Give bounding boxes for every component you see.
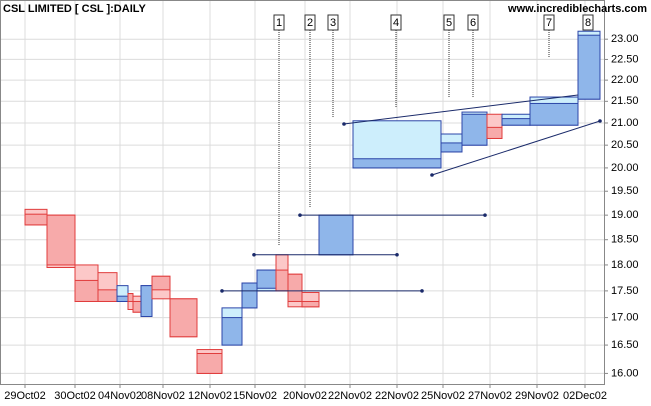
x-tick-label: 20Nov02 — [283, 390, 327, 402]
annotation-label: 4 — [393, 17, 399, 29]
x-tick-label: 08Nov02 — [141, 390, 185, 402]
x-tick-label: 04Nov02 — [98, 390, 142, 402]
body-box — [151, 275, 171, 291]
x-tick-label: 25Nov02 — [421, 390, 465, 402]
annotation-box — [390, 14, 402, 31]
body-box — [440, 142, 463, 153]
plot-border — [0, 0, 605, 385]
x-tick-label: 30Oct02 — [54, 390, 96, 402]
y-tick-label: 17.50 — [611, 285, 639, 297]
body-box — [196, 352, 223, 374]
annotation-label: 5 — [446, 17, 452, 29]
body-box — [501, 118, 531, 126]
x-tick-label: 02Dec02 — [563, 390, 607, 402]
body-box — [132, 300, 142, 313]
level-point — [395, 252, 399, 257]
annotation-label: 6 — [470, 17, 476, 29]
grid — [0, 0, 605, 385]
y-tick-label: 18.50 — [611, 234, 639, 246]
body-box — [74, 279, 99, 302]
plot-area — [0, 0, 605, 385]
x-tick-label: 22Nov02 — [375, 390, 419, 402]
y-tick-label: 21.00 — [611, 117, 639, 129]
trend-line — [343, 94, 579, 125]
annotation-label: 2 — [307, 17, 313, 29]
annotation-box — [304, 14, 316, 31]
y-tick-label: 16.00 — [611, 367, 639, 379]
body-box — [352, 158, 442, 169]
y-tick-label: 22.00 — [611, 74, 639, 86]
x-tick-label: 15Nov02 — [233, 390, 277, 402]
body-box — [529, 102, 579, 126]
level-point — [252, 252, 256, 257]
marks — [24, 30, 601, 374]
y-tick-label: 18.00 — [611, 259, 639, 271]
annotation-box — [443, 14, 455, 31]
annotation-box — [582, 14, 594, 31]
body-box — [241, 282, 258, 309]
annotation-box — [327, 14, 339, 31]
y-tick-label: 20.50 — [611, 139, 639, 151]
x-tick-label: 29Nov02 — [515, 390, 559, 402]
y-tick-label: 21.50 — [611, 95, 639, 107]
annotation-label: 7 — [546, 17, 552, 29]
body-box — [287, 273, 303, 302]
annotation-box — [273, 14, 285, 31]
source: www.incrediblecharts.com — [507, 3, 647, 15]
y-tick-label: 19.00 — [611, 209, 639, 221]
annotation-label: 1 — [276, 17, 282, 29]
body-box — [275, 269, 289, 292]
body-box — [46, 214, 76, 266]
y-tick-label: 20.00 — [611, 162, 639, 174]
body-box — [301, 300, 320, 308]
body-box — [169, 298, 198, 338]
body-box — [221, 317, 243, 346]
y-tick-label: 16.50 — [611, 339, 639, 351]
body-box — [24, 213, 48, 226]
level-point — [483, 213, 487, 217]
body-box — [97, 289, 118, 302]
trend-point — [342, 122, 346, 126]
x-tick-label: 22Nov02 — [328, 390, 372, 402]
annotation-box — [467, 14, 479, 31]
body-box — [140, 285, 153, 318]
level-point — [220, 289, 224, 293]
x-tick-label: 12Nov02 — [188, 390, 232, 402]
body-box — [318, 214, 354, 256]
body-box — [486, 126, 503, 139]
level-point — [298, 213, 302, 217]
body-box — [461, 113, 488, 146]
y-tick-label: 23.00 — [611, 33, 639, 45]
trend-line — [431, 120, 601, 176]
y-tick-label: 17.00 — [611, 311, 639, 323]
level-point — [420, 289, 424, 293]
body-box — [127, 293, 134, 302]
annotation-box — [543, 14, 555, 31]
x-tick-label: 27Nov02 — [468, 390, 512, 402]
body-box — [577, 34, 601, 100]
annotation-label: 8 — [585, 17, 591, 29]
trend-point — [430, 173, 434, 177]
trend-point — [598, 119, 602, 123]
y-tick-label: 22.50 — [611, 53, 639, 65]
y-tick-label: 19.50 — [611, 185, 639, 197]
chart-title: CSL LIMITED [ CSL ]:DAILY — [3, 3, 146, 15]
x-tick-label: 29Oct02 — [4, 390, 46, 402]
annotation-label: 3 — [330, 17, 336, 29]
body-box — [116, 295, 129, 302]
body-box — [256, 269, 277, 289]
